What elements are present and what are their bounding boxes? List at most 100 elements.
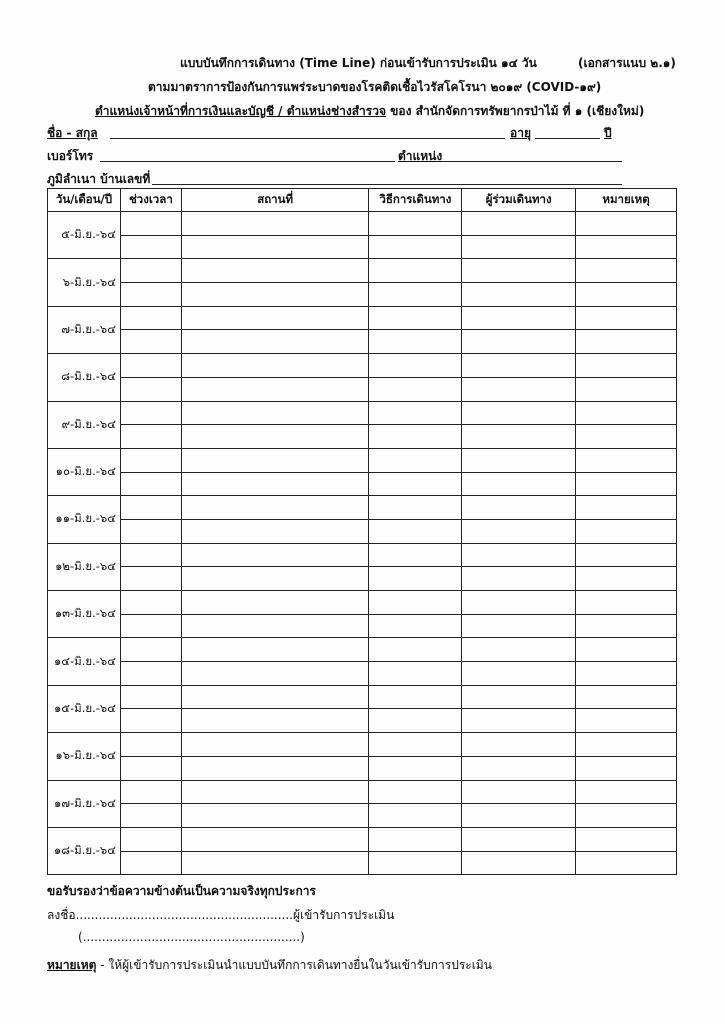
- address-field[interactable]: [152, 184, 622, 185]
- entry-cell[interactable]: [180, 542, 370, 568]
- entry-cell[interactable]: [575, 400, 677, 426]
- entry-cell[interactable]: [368, 755, 463, 781]
- entry-cell[interactable]: [180, 826, 370, 852]
- entry-cell[interactable]: [461, 779, 577, 805]
- entry-cell[interactable]: [180, 447, 370, 473]
- entry-cell[interactable]: [119, 234, 182, 260]
- entry-cell[interactable]: [119, 826, 182, 852]
- entry-cell[interactable]: [180, 353, 370, 378]
- entry-cell[interactable]: [575, 258, 677, 284]
- entry-cell[interactable]: [119, 424, 182, 449]
- entry-cell[interactable]: [180, 732, 370, 757]
- entry-cell[interactable]: [368, 661, 463, 686]
- entry-cell[interactable]: [461, 211, 577, 236]
- position-field[interactable]: [442, 161, 622, 162]
- age-field[interactable]: [535, 138, 600, 139]
- entry-cell[interactable]: [461, 447, 577, 473]
- entry-cell[interactable]: [575, 518, 677, 544]
- entry-cell[interactable]: [575, 305, 677, 331]
- entry-cell[interactable]: [119, 258, 182, 284]
- entry-cell[interactable]: [575, 661, 677, 686]
- entry-cell[interactable]: [368, 447, 463, 473]
- entry-cell[interactable]: [119, 447, 182, 473]
- entry-cell[interactable]: [119, 637, 182, 663]
- entry-cell[interactable]: [119, 329, 182, 355]
- entry-cell[interactable]: [119, 850, 182, 876]
- entry-cell[interactable]: [461, 400, 577, 426]
- entry-cell[interactable]: [368, 258, 463, 284]
- entry-cell[interactable]: [575, 613, 677, 639]
- entry-cell[interactable]: [119, 495, 182, 520]
- entry-cell[interactable]: [461, 258, 577, 284]
- entry-cell[interactable]: [180, 684, 370, 710]
- entry-cell[interactable]: [575, 234, 677, 260]
- entry-cell[interactable]: [461, 329, 577, 355]
- entry-cell[interactable]: [119, 779, 182, 805]
- signature-name-line[interactable]: (.......................................…: [78, 930, 305, 944]
- entry-cell[interactable]: [119, 566, 182, 591]
- entry-cell[interactable]: [461, 495, 577, 520]
- entry-cell[interactable]: [575, 447, 677, 473]
- name-field[interactable]: [110, 138, 505, 139]
- entry-cell[interactable]: [119, 471, 182, 497]
- entry-cell[interactable]: [119, 211, 182, 236]
- entry-cell[interactable]: [180, 329, 370, 355]
- entry-cell[interactable]: [180, 234, 370, 260]
- entry-cell[interactable]: [368, 400, 463, 426]
- entry-cell[interactable]: [119, 684, 182, 710]
- entry-cell[interactable]: [368, 613, 463, 639]
- entry-cell[interactable]: [368, 495, 463, 520]
- entry-cell[interactable]: [180, 755, 370, 781]
- entry-cell[interactable]: [119, 282, 182, 307]
- entry-cell[interactable]: [368, 708, 463, 734]
- entry-cell[interactable]: [368, 684, 463, 710]
- entry-cell[interactable]: [119, 305, 182, 331]
- entry-cell[interactable]: [575, 471, 677, 497]
- entry-cell[interactable]: [575, 353, 677, 378]
- entry-cell[interactable]: [368, 803, 463, 828]
- entry-cell[interactable]: [575, 803, 677, 828]
- entry-cell[interactable]: [461, 353, 577, 378]
- entry-cell[interactable]: [575, 779, 677, 805]
- entry-cell[interactable]: [461, 424, 577, 449]
- entry-cell[interactable]: [575, 376, 677, 402]
- entry-cell[interactable]: [180, 400, 370, 426]
- entry-cell[interactable]: [180, 613, 370, 639]
- entry-cell[interactable]: [180, 471, 370, 497]
- entry-cell[interactable]: [575, 495, 677, 520]
- entry-cell[interactable]: [119, 542, 182, 568]
- entry-cell[interactable]: [119, 755, 182, 781]
- entry-cell[interactable]: [368, 732, 463, 757]
- entry-cell[interactable]: [368, 329, 463, 355]
- entry-cell[interactable]: [368, 282, 463, 307]
- entry-cell[interactable]: [575, 826, 677, 852]
- entry-cell[interactable]: [461, 803, 577, 828]
- entry-cell[interactable]: [461, 613, 577, 639]
- entry-cell[interactable]: [119, 803, 182, 828]
- entry-cell[interactable]: [368, 353, 463, 378]
- entry-cell[interactable]: [461, 755, 577, 781]
- entry-cell[interactable]: [461, 850, 577, 876]
- entry-cell[interactable]: [368, 542, 463, 568]
- entry-cell[interactable]: [575, 708, 677, 734]
- entry-cell[interactable]: [180, 850, 370, 876]
- entry-cell[interactable]: [180, 590, 370, 615]
- entry-cell[interactable]: [180, 518, 370, 544]
- entry-cell[interactable]: [119, 400, 182, 426]
- entry-cell[interactable]: [180, 424, 370, 449]
- entry-cell[interactable]: [119, 613, 182, 639]
- entry-cell[interactable]: [461, 566, 577, 591]
- entry-cell[interactable]: [575, 684, 677, 710]
- entry-cell[interactable]: [180, 258, 370, 284]
- entry-cell[interactable]: [575, 732, 677, 757]
- entry-cell[interactable]: [368, 566, 463, 591]
- entry-cell[interactable]: [368, 234, 463, 260]
- entry-cell[interactable]: [119, 376, 182, 402]
- entry-cell[interactable]: [461, 282, 577, 307]
- entry-cell[interactable]: [461, 661, 577, 686]
- entry-cell[interactable]: [575, 566, 677, 591]
- entry-cell[interactable]: [119, 353, 182, 378]
- entry-cell[interactable]: [180, 211, 370, 236]
- entry-cell[interactable]: [180, 566, 370, 591]
- entry-cell[interactable]: [180, 708, 370, 734]
